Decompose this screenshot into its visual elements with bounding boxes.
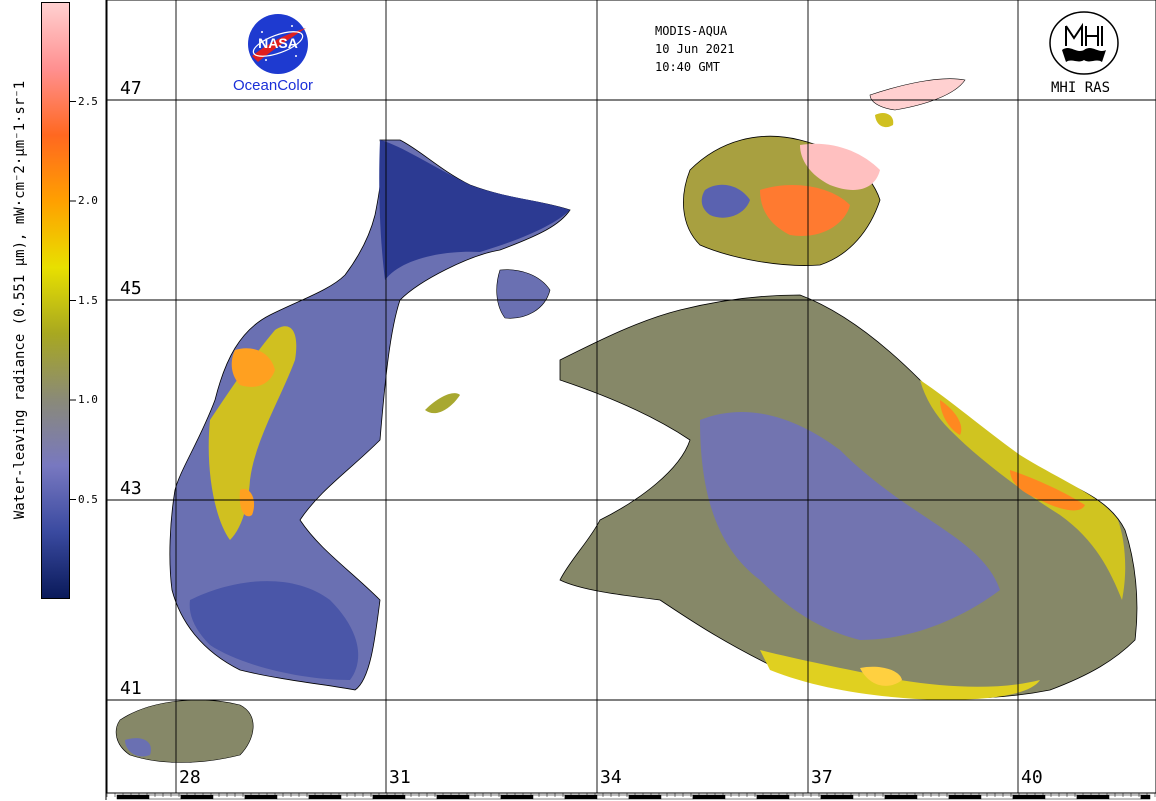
latitude-label: 45: [120, 278, 142, 299]
longitude-label: 31: [389, 767, 411, 788]
sea-azov: [683, 78, 966, 266]
southwest-blue-eddy: [189, 581, 359, 680]
ruler-segment: [788, 794, 822, 800]
mhi-ras-logo: [1049, 11, 1119, 75]
sea-west: [169, 139, 571, 691]
ruler-segment: [500, 794, 534, 800]
longitude-label: 34: [600, 767, 622, 788]
latitude-label: 47: [120, 78, 142, 99]
ruler-segment: [1044, 794, 1078, 800]
ruler-segment: [436, 794, 470, 800]
longitude-label: 40: [1021, 767, 1043, 788]
east-coast-orange-patch-2: [940, 400, 962, 435]
nasa-logo: NASA: [248, 14, 308, 74]
lat-lon-grid: [107, 0, 1156, 793]
azov-blue-patch: [701, 184, 750, 218]
central-yellow-streak: [425, 393, 460, 414]
ruler-segment: [756, 794, 790, 800]
ruler-segment: [884, 794, 918, 800]
ruler-segment: [116, 794, 150, 800]
ruler-segment: [692, 794, 726, 800]
sea-marmara: [115, 699, 254, 763]
west-coast-orange-patch-2: [239, 489, 255, 517]
ruler-segment: [244, 794, 278, 800]
sea-east: [559, 294, 1138, 700]
east-basin-blue-area: [700, 411, 1000, 640]
sea-crimea: [496, 269, 551, 319]
ruler-segment: [852, 794, 886, 800]
northwest-shelf-deep-blue: [379, 140, 570, 280]
ruler-segment: [532, 794, 566, 800]
longitude-label: 37: [811, 767, 833, 788]
acquisition-date: 10 Jun 2021: [655, 42, 735, 56]
ruler-segment: [628, 794, 662, 800]
taganrog-yellow: [875, 113, 894, 128]
azov-orange-bloom: [760, 185, 850, 236]
bottom-scale-ruler: [106, 792, 1156, 800]
west-coast-orange-patch: [231, 348, 275, 387]
taganrog-bay: [869, 78, 966, 111]
ruler-segment: [372, 794, 406, 800]
mhi-ras-label: MHI RAS: [1051, 80, 1111, 96]
oceancolor-text: OceanColor: [233, 77, 314, 94]
crimea-west-water: [496, 269, 551, 319]
ruler-segment: [660, 794, 694, 800]
colorbar-gradient: [41, 2, 70, 599]
colorbar-tick-label: 2.0: [78, 194, 98, 207]
marmara-blue-patch: [125, 738, 151, 757]
latitude-label: 43: [120, 478, 142, 499]
ruler-segment: [980, 794, 1014, 800]
longitude-label: 28: [179, 767, 201, 788]
ruler-segment: [308, 794, 342, 800]
colorbar-tick-label: 1.5: [78, 293, 98, 307]
ruler-segment: [468, 794, 502, 800]
azov-pink-bloom: [800, 143, 880, 190]
ruler-segment: [724, 794, 758, 800]
colorbar-ticks: [70, 0, 107, 800]
ruler-segment: [1012, 794, 1046, 800]
ruler-segment: [948, 794, 982, 800]
ruler-segment: [340, 794, 374, 800]
nasa-logo-text: NASA: [258, 35, 298, 51]
ruler-segment: [1108, 794, 1142, 800]
colorbar-tick-label: 1.0: [78, 393, 98, 406]
ruler-segment: [180, 794, 214, 800]
colorbar-tick-label: 2.5: [78, 94, 98, 108]
ruler-segment: [916, 794, 950, 800]
ruler-segment: [564, 794, 598, 800]
acquisition-time: 10:40 GMT: [655, 60, 721, 74]
acquisition-info: MODIS-AQUA 10 Jun 2021 10:40 GMT: [655, 22, 734, 76]
ruler-segment: [148, 794, 182, 800]
latitude-label: 41: [120, 678, 142, 699]
ruler-segment: [1140, 794, 1151, 800]
colorbar-tick-label: 0.5: [78, 492, 98, 506]
ruler-segment: [276, 794, 310, 800]
ruler-segment: [820, 794, 854, 800]
south-coast-yellow-band: [760, 650, 1040, 700]
ruler-segment: [212, 794, 246, 800]
ruler-segment: [1076, 794, 1110, 800]
west-basin-water: [169, 139, 571, 691]
sensor-name: MODIS-AQUA: [655, 24, 728, 38]
ruler-segment: [596, 794, 630, 800]
west-coast-bloom: [208, 326, 297, 540]
south-coast-eddy: [860, 666, 902, 686]
ruler-segment: [404, 794, 438, 800]
